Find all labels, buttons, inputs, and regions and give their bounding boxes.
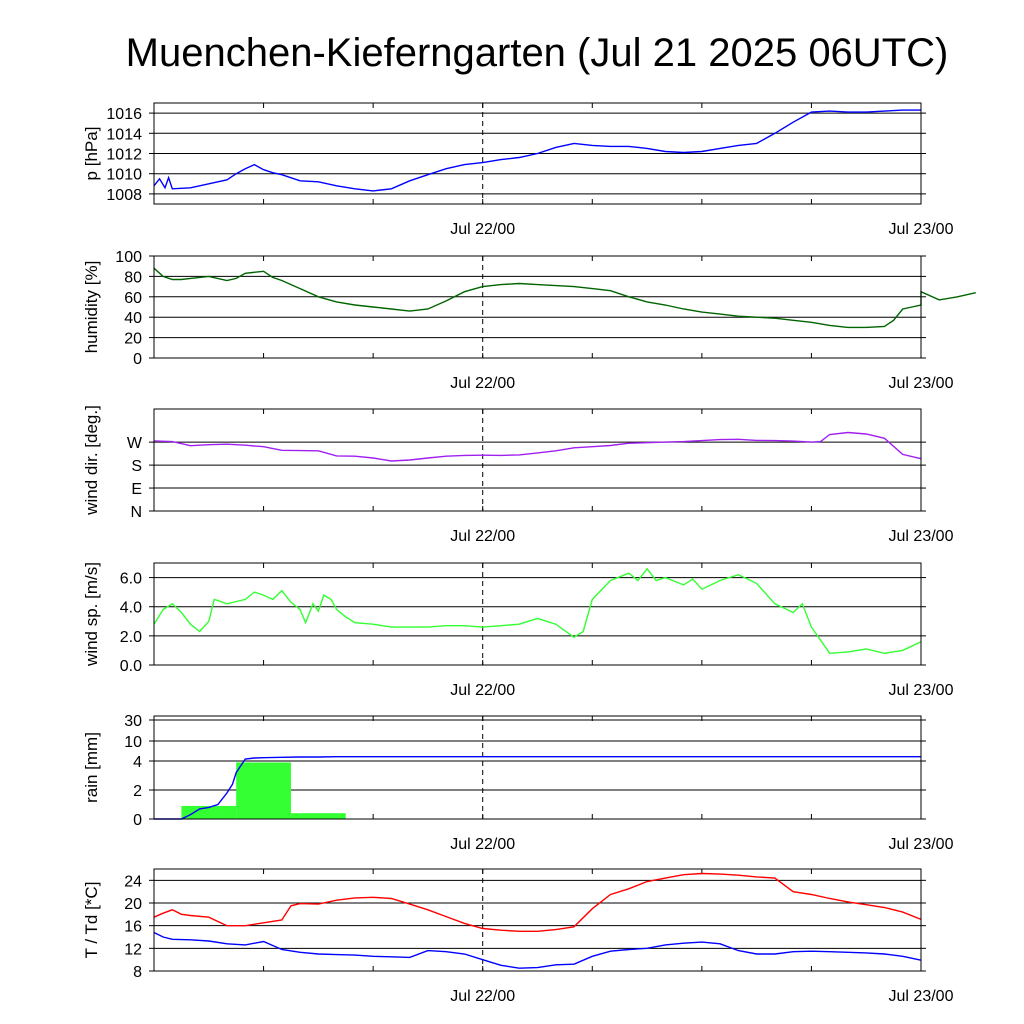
y-tick-label: 60 <box>124 290 142 307</box>
y-tick-label: 1014 <box>106 126 142 143</box>
y-tick-label: 10 <box>124 734 142 751</box>
x-tick-label: Jul 22/00 <box>450 988 515 1005</box>
y-tick-label: 0 <box>133 812 142 829</box>
y-tick-label: W <box>127 435 143 452</box>
y-tick-label: E <box>131 481 142 498</box>
plot-frame <box>153 715 922 820</box>
y-tick-label: 6.0 <box>120 571 142 588</box>
y-tick-label: 0 <box>133 351 142 368</box>
pressure-line <box>153 109 921 192</box>
rain-bar <box>236 762 291 819</box>
y-tick-label: 0.0 <box>120 658 142 675</box>
y-tick-label: 40 <box>124 310 142 327</box>
y-tick-label: 20 <box>124 331 142 348</box>
y-tick-label: 20 <box>124 896 142 913</box>
plot-frame <box>153 868 922 972</box>
x-tick-label: Jul 23/00 <box>889 528 954 545</box>
panel-4: 0.0 2.0 4.0 6.0 Jul 22/00 Jul 23/00 wind sp. [… <box>82 562 954 699</box>
y-tick-label: 1008 <box>106 187 142 204</box>
y-tick-label: 2 <box>133 783 142 800</box>
x-tick-label: Jul 22/00 <box>450 221 515 238</box>
panel-6: 8 12 16 20 24 Jul 22/00 Jul 23/00 T / Td [*C] <box>82 868 954 1005</box>
y-tick-label: 4.0 <box>120 600 142 617</box>
y-tick-label: 24 <box>124 873 142 890</box>
y-axis-label: p [hPa] <box>82 127 101 181</box>
y-tick-label: 1016 <box>106 106 142 123</box>
chart-title: Muenchen-Kieferngarten (Jul 21 2025 06UT… <box>126 31 949 75</box>
panel-1: 1008 1010 1012 1014 1016 Jul 22/00 Jul 23/00 p … <box>82 102 954 238</box>
y-tick-label: 30 <box>124 713 142 730</box>
x-tick-label: Jul 22/00 <box>450 836 515 853</box>
x-tick-label: Jul 23/00 <box>889 988 954 1005</box>
wind_dir-line <box>153 431 922 462</box>
plot-frame <box>153 102 922 205</box>
y-tick-label: 16 <box>124 919 142 936</box>
y-tick-label: S <box>131 458 142 475</box>
wind_speed-line <box>153 567 922 655</box>
humidity-line <box>153 267 976 329</box>
rain-bar <box>290 813 346 819</box>
x-tick-label: Jul 22/00 <box>450 375 515 392</box>
x-tick-label: Jul 23/00 <box>889 682 954 699</box>
temperature-line <box>153 872 922 932</box>
y-tick-label: 1012 <box>106 147 142 164</box>
rain-bar <box>181 805 237 819</box>
x-tick-label: Jul 23/00 <box>889 836 954 853</box>
rain_cum-line <box>154 756 921 820</box>
panel-2: 0 20 40 60 80 100 Jul 22/00 Jul 23/00 humidity [… <box>82 249 976 392</box>
y-tick-label: 4 <box>133 754 142 771</box>
x-tick-label: Jul 22/00 <box>450 528 515 545</box>
plot-frame <box>153 255 922 359</box>
plot-frame <box>153 562 922 666</box>
y-axis-label: wind sp. [m/s] <box>82 562 101 667</box>
x-tick-label: Jul 23/00 <box>889 375 954 392</box>
y-tick-label: 80 <box>124 269 142 286</box>
y-tick-label: 2.0 <box>120 629 142 646</box>
y-tick-label: 8 <box>133 964 142 981</box>
y-axis-label: T / Td [*C] <box>82 882 101 959</box>
y-tick-label: 1010 <box>106 167 142 184</box>
x-tick-label: Jul 22/00 <box>450 682 515 699</box>
y-tick-label: 12 <box>124 941 142 958</box>
x-tick-label: Jul 23/00 <box>889 221 954 238</box>
plot-frame <box>153 408 922 512</box>
dewpoint-line <box>153 931 922 969</box>
panel-5: 0 2 4 10 30 Jul 22/00 Jul 23/00 rain [mm] <box>82 713 954 853</box>
y-axis-label: wind dir. [deg.] <box>82 405 101 516</box>
y-axis-label: rain [mm] <box>82 732 101 803</box>
y-tick-label: N <box>130 504 142 521</box>
y-axis-label: humidity [%] <box>82 261 101 354</box>
y-tick-label: 100 <box>115 249 142 266</box>
